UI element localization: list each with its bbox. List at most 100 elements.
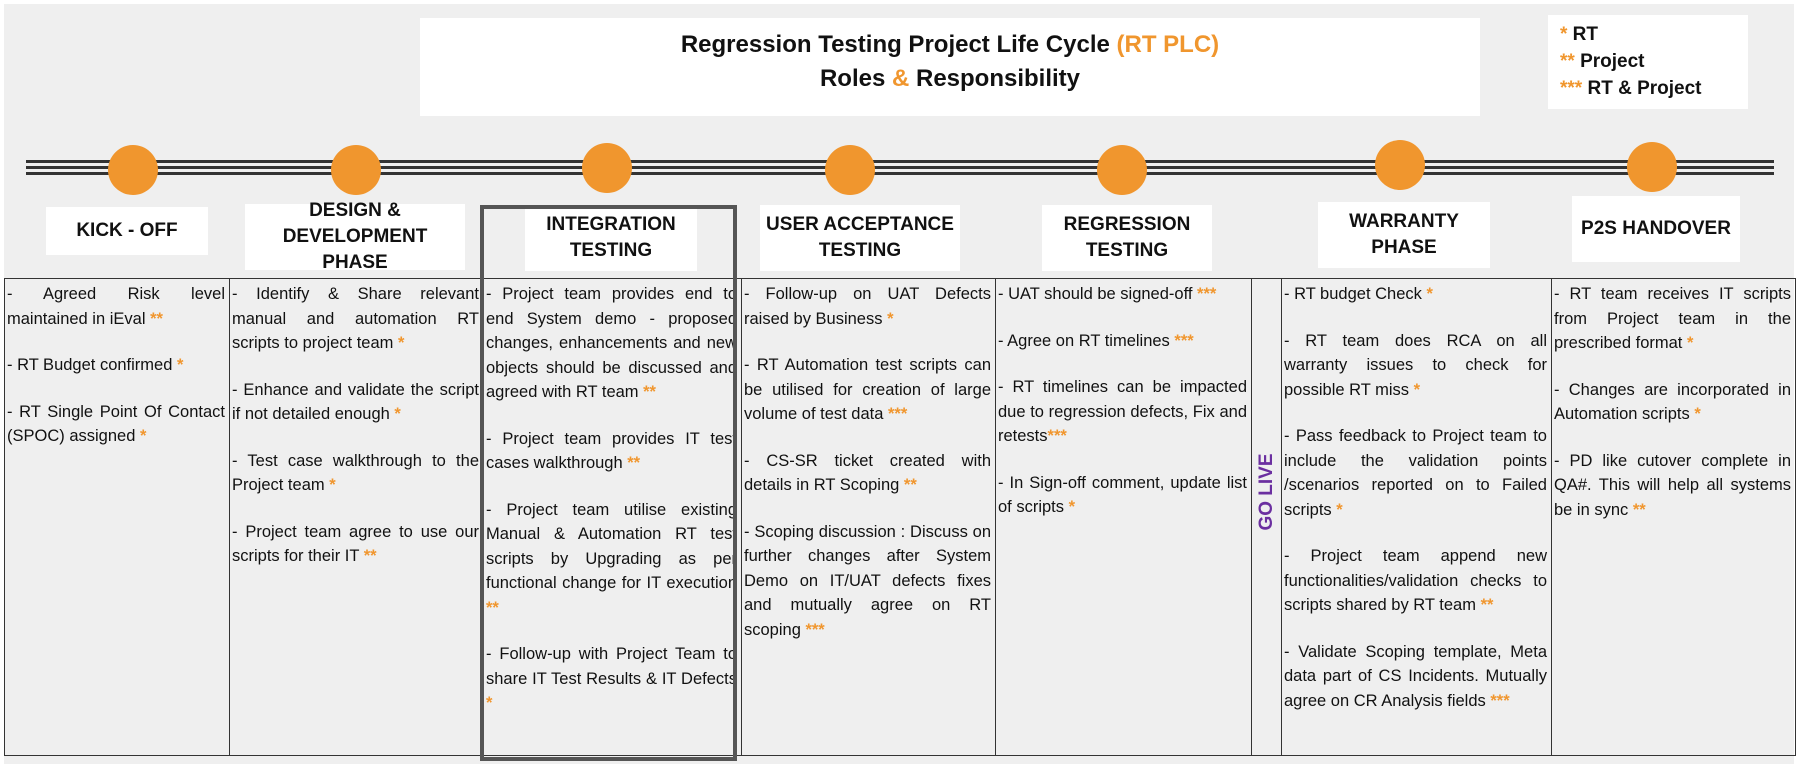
column-design: - Identify & Share relevant manual and a… <box>230 279 484 755</box>
phase-label-line: PHASE <box>1371 237 1437 258</box>
item-stars: * <box>1336 500 1343 519</box>
list-item: - Agree on RT timelines *** <box>998 329 1247 354</box>
list-item: - RT team does RCA on all warranty issue… <box>1284 329 1547 403</box>
title-line-1: Regression Testing Project Life Cycle (R… <box>420 28 1480 62</box>
list-item: - Project team provides IT test cases wa… <box>486 427 737 476</box>
list-item: - In Sign-off comment, update list of sc… <box>998 471 1247 520</box>
diagram-title: Regression Testing Project Life Cycle (R… <box>420 18 1480 116</box>
item-text: - Project team provides IT test cases wa… <box>486 429 737 473</box>
list-item: - RT Automation test scripts can be util… <box>744 353 991 427</box>
list-item: - Follow-up on UAT Defects raised by Bus… <box>744 282 991 331</box>
phase-marker-kickoff <box>108 145 158 195</box>
item-text: - Agree on RT timelines <box>998 331 1175 350</box>
responsibility-table: - Agreed Risk level maintained in iEval … <box>4 278 1796 756</box>
item-stars: * <box>1426 285 1433 303</box>
list-item: - RT timelines can be impacted due to re… <box>998 375 1247 449</box>
list-item: - Changes are incorporated in Automation… <box>1554 378 1791 427</box>
item-stars: * <box>1686 334 1694 352</box>
item-text: - Scoping discussion : Discuss on furthe… <box>744 522 991 639</box>
item-text: - Project team agree to use our scripts … <box>232 522 479 566</box>
list-item: - RT Budget confirmed * <box>7 353 225 378</box>
timeline-line <box>26 172 1774 175</box>
title-main-text: Regression Testing Project Life Cycle <box>680 31 1117 58</box>
list-item: - Follow-up with Project Team to share I… <box>486 642 737 716</box>
item-text: - In Sign-off comment, update list of sc… <box>998 473 1247 517</box>
list-item: - Project team utilise existing Manual &… <box>486 498 737 621</box>
item-text: - Enhance and validate the script if not… <box>232 380 479 424</box>
item-stars: *** <box>1197 285 1217 303</box>
phase-marker-integration <box>582 143 632 193</box>
phase-label-line: TESTING <box>818 240 902 261</box>
item-stars: *** <box>1490 691 1510 710</box>
list-item: - Agreed Risk level maintained in iEval … <box>7 282 225 331</box>
go-live-label: GO LIVE <box>1255 453 1277 531</box>
title-ampersand: & <box>891 65 910 92</box>
list-item: - RT Single Point Of Contact (SPOC) assi… <box>7 400 225 449</box>
phase-label-line: DEVELOPMENT PHASE <box>282 226 428 273</box>
item-stars: ** <box>1632 500 1646 519</box>
list-item: - Pass feedback to Project team to inclu… <box>1284 424 1547 522</box>
phase-marker-regression <box>1097 145 1147 195</box>
legend-stars: * <box>1560 24 1568 45</box>
list-item: - Test case walkthrough to the Project t… <box>232 449 479 498</box>
legend-item-rt: * RT <box>1560 21 1748 48</box>
item-text: - RT team does RCA on all warranty issue… <box>1284 331 1547 399</box>
item-text: - UAT should be signed-off <box>998 285 1198 303</box>
phase-label-design: DESIGN & DEVELOPMENT PHASE <box>245 200 465 273</box>
list-item: - UAT should be signed-off *** <box>998 282 1247 307</box>
integration-highlight-frame <box>480 205 737 761</box>
phase-marker-warranty <box>1375 140 1425 190</box>
legend-label: RT <box>1567 24 1599 45</box>
item-text: - Agreed Risk level maintained in iEval <box>7 285 225 328</box>
phase-label-line: DESIGN & <box>309 200 401 221</box>
item-text: - RT team receives IT scripts from Proje… <box>1554 285 1791 352</box>
item-text: - Identify & Share relevant manual and a… <box>232 285 479 352</box>
diagram-background <box>4 4 1794 764</box>
phase-label-uat: USER ACCEPTANCE TESTING <box>760 205 960 271</box>
phase-label-line: P2S HANDOVER <box>1581 218 1731 239</box>
item-text: - Project team provides end to end Syste… <box>486 285 737 401</box>
column-p2s: - RT team receives IT scripts from Proje… <box>1552 279 1796 755</box>
item-text: - CS-SR ticket created with details in R… <box>744 451 991 495</box>
legend-label: RT & Project <box>1582 78 1702 99</box>
phase-label-integration: INTEGRATION TESTING <box>525 205 697 271</box>
item-stars: * <box>486 694 493 712</box>
item-stars: ** <box>486 598 499 617</box>
list-item: - CS-SR ticket created with details in R… <box>744 449 991 498</box>
list-item: - Validate Scoping template, Meta data p… <box>1284 640 1547 714</box>
list-item: - Enhance and validate the script if not… <box>232 378 479 427</box>
column-kickoff: - Agreed Risk level maintained in iEval … <box>4 279 230 755</box>
item-text: - Project team utilise existing Manual &… <box>486 500 737 593</box>
item-stars: * <box>887 309 894 328</box>
item-text: - Validate Scoping template, Meta data p… <box>1284 642 1547 710</box>
item-stars: * <box>329 476 336 494</box>
phase-label-line: USER ACCEPTANCE <box>766 214 954 235</box>
title-accent-text: (RT PLC) <box>1116 31 1220 58</box>
timeline-line <box>26 160 1774 163</box>
item-text: - RT Budget confirmed <box>7 356 177 374</box>
item-text: - Follow-up on UAT Defects raised by Bus… <box>744 285 991 328</box>
item-stars: ** <box>627 454 641 472</box>
phase-marker-design <box>331 145 381 195</box>
go-live-column: GO LIVE <box>1252 279 1282 755</box>
legend-label: Project <box>1574 51 1645 72</box>
item-stars: * <box>1694 405 1701 423</box>
list-item: - Scoping discussion : Discuss on furthe… <box>744 520 991 643</box>
item-text: - Follow-up with Project Team to share I… <box>486 645 737 688</box>
legend-stars: ** <box>1560 51 1575 72</box>
list-item: - RT budget Check * <box>1284 282 1547 307</box>
item-text: - RT timelines can be impacted due to re… <box>998 378 1247 445</box>
item-stars: *** <box>1047 427 1067 445</box>
column-integration: - Project team provides end to end Syste… <box>484 279 742 755</box>
title-roles-text: Roles <box>819 65 892 92</box>
list-item: - Identify & Share relevant manual and a… <box>232 282 479 356</box>
item-stars: * <box>1413 380 1421 399</box>
column-uat: - Follow-up on UAT Defects raised by Bus… <box>742 279 996 755</box>
item-stars: ** <box>363 547 377 565</box>
phase-label-regression: REGRESSION TESTING <box>1042 205 1212 271</box>
phase-label-line: KICK - OFF <box>76 220 178 241</box>
item-text: - Test case walkthrough to the Project t… <box>232 451 479 495</box>
column-warranty: - RT budget Check * - RT team does RCA o… <box>1282 279 1552 755</box>
legend-item-rt-project: *** RT & Project <box>1560 75 1748 102</box>
